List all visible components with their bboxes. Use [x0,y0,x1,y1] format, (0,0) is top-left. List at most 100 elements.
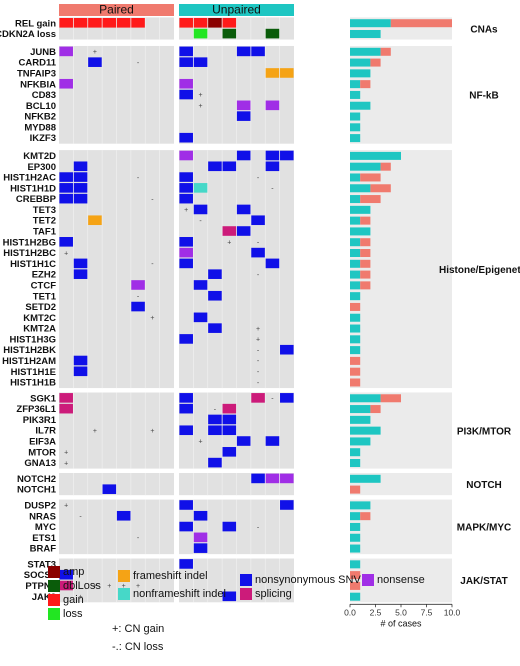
cell-sgk1-snv [280,393,294,403]
cell-ezh2-snv [208,269,222,279]
cell-tet3-snv [193,204,208,215]
bar-unpaired-crebbp [350,195,361,204]
bar-unpaired-rel-gain [350,19,391,28]
gene-label-eif3a: EIF3A [29,437,56,448]
x-tick-label: 7.5 [421,607,433,617]
cell-setd2-snv [131,301,145,312]
cell-hist1h2ac-snv [59,172,73,182]
gene-label-kmt2c: KMT2C [23,313,56,324]
legend-label-loss: loss [63,608,83,620]
cell-hist1h2bk-snv [280,344,294,355]
cell-ctcf-snv [193,280,208,290]
cell-kmt2d-snv [280,150,294,161]
gene-label-card11: CARD11 [19,58,57,69]
bar-unpaired-kmt2a [350,324,361,333]
legend-loss: loss [48,608,83,620]
legend-label-nonsense: nonsense [377,574,425,586]
legend-swatch-gain [48,594,60,606]
gene-label-il7r: IL7R [35,426,56,437]
gene-label-hist1h1d: HIST1H1D [10,183,56,194]
cell-rel-gain-gain [59,18,73,28]
cn-gain-mark: + [199,103,203,110]
cell-il7r-snv [179,425,193,436]
legend-label-splicing: splicing [255,588,292,600]
gene-label-tet1: TET1 [33,291,57,302]
bar-unpaired-myc [350,522,361,531]
cell-dusp2-snv [280,500,294,510]
gene-label-socs1: SOCS1 [24,570,57,581]
cn-loss-mark: - [137,175,140,182]
bar-paired-notch1 [350,485,361,494]
bar-paired-setd2 [350,302,361,311]
cell-hist1h2bg-snv [59,237,73,247]
gene-label-cd83: CD83 [32,90,56,101]
cell-tnfaip3-frameshift [280,68,294,78]
x-tick-label: 10.0 [444,607,461,617]
cell-myc-snv [179,521,193,532]
bar-unpaired-jak2 [350,592,361,601]
legend-swatch-amp [48,566,60,578]
cell-cdkn2a-loss-loss [193,28,208,39]
cell-ctcf-nonsense [131,280,145,290]
cn-loss-mark: - [137,535,140,542]
cell-sgk1-snv [179,393,193,403]
cn-gain-mark: + [93,583,97,590]
bar-unpaired-hist1h2bc [350,249,361,257]
cell-notch2-snv [251,473,265,484]
cell-rel-gain-gain [179,18,193,28]
block-label-jak-stat: JAK/STAT [460,576,507,587]
cell-crebbp-snv [73,193,88,204]
bar-unpaired-tnfaip3 [350,69,371,78]
bar-paired-junb [380,47,391,56]
gene-label-nfkb2: NFKB2 [24,112,56,123]
bar-unpaired-ezh2 [350,270,361,279]
cell-ep300-snv [208,161,222,172]
cell-hist1h1d-snv [59,183,73,193]
cell-hist1h2am-snv [73,355,88,366]
bar-unpaired-ep300 [350,162,381,171]
cell-kmt2a-snv [208,323,222,333]
cn-loss-mark: - [257,380,260,387]
cell-rel-gain-gain [222,18,237,28]
cn-loss-mark: - [151,196,154,203]
cell-pik3r1-snv [222,414,237,425]
bar-unpaired-braf [350,544,361,553]
bar-paired-ctcf [360,281,371,290]
cell-nfkbia-nonsense [59,78,73,89]
cell-notch2-nonsense [280,473,294,484]
cell-ep300-snv [73,161,88,172]
cell-gna13-snv [208,457,222,468]
bar-paired-hist1h1c [360,259,371,268]
cell-ezh2-snv [73,269,88,279]
cell-bcl10-nonsense [236,100,251,111]
cell-hist1h1c-snv [265,258,280,269]
gene-label-myd88: MYD88 [24,122,56,133]
cell-ep300-snv [222,161,237,172]
cell-hist1h1e-snv [73,366,88,377]
cell-hist1h1d-nonframeshift [193,183,208,193]
block-label-notch: NOTCH [466,480,502,491]
cell-ptpn1-splicing [59,580,73,591]
cell-pik3r1-snv [208,414,222,425]
cell-hist1h2bg-snv [179,237,193,247]
cell-kmt2d-nonsense [179,150,193,161]
cn-loss-mark: - [257,358,260,365]
cell-junb-nonsense [59,46,73,57]
cell-braf-snv [193,543,208,553]
cell-tnfaip3-frameshift [265,68,280,78]
cell-notch1-snv [102,484,117,494]
bar-paired-hist1h1d [370,184,391,193]
x-tick-label: 5.0 [395,607,407,617]
bar-paired-nfkbia [360,80,371,89]
block-label-cnas: CNAs [470,24,498,35]
bar-paired-ezh2 [360,270,371,279]
cell-nfkb2-snv [236,111,251,121]
cn-loss-mark: - [257,524,260,531]
cell-stat3-snv [179,559,193,569]
cell-junb-snv [251,46,265,57]
gene-label-crebbp: CREBBP [16,194,57,205]
cn-loss-mark: - [137,293,140,300]
bar-unpaired-ikzf3 [350,134,361,143]
gene-label-hist1h1b: HIST1H1B [10,378,56,389]
legend-frameshift: frameshift indel [118,570,208,582]
